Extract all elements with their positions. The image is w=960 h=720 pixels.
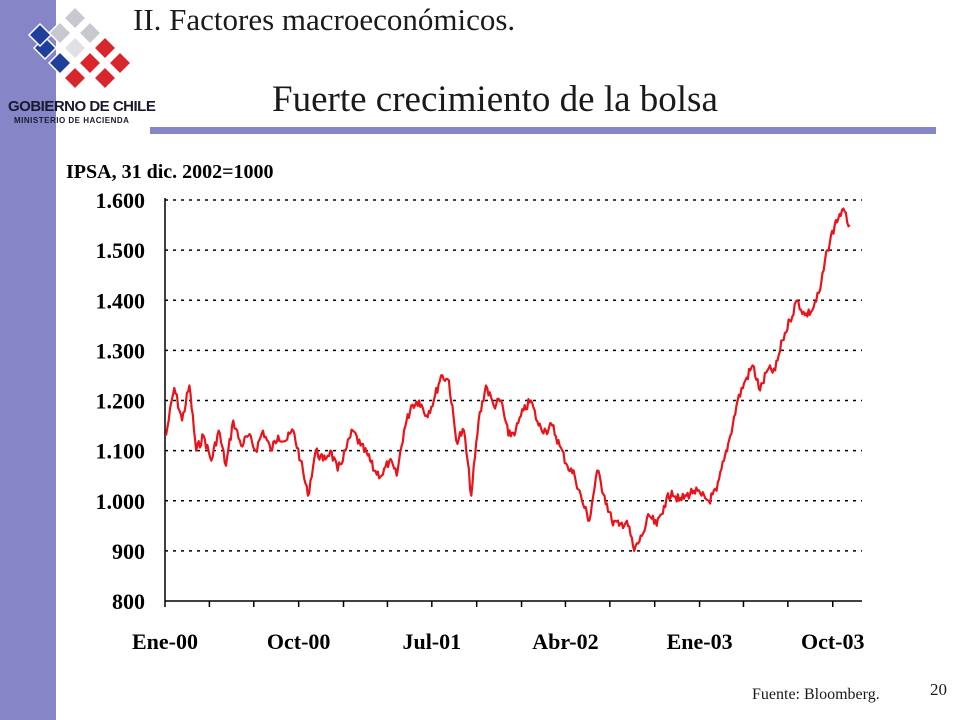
gridlines — [165, 199, 862, 552]
gobierno-de-chile-logo: GOBIERNO DE CHILE MINISTERIO DE HACIENDA — [0, 0, 170, 135]
axes — [164, 198, 862, 607]
x-tick-label: Abr-02 — [532, 629, 598, 654]
logo-line2: MINISTERIO DE HACIENDA — [14, 116, 130, 125]
y-tick-label: 1.200 — [96, 389, 146, 414]
x-tick-label: Oct-03 — [801, 629, 865, 654]
y-tick-label: 1.000 — [96, 489, 146, 514]
slide-title: Fuerte crecimiento de la bolsa — [272, 79, 718, 120]
section-title: II. Factores macroeconómicos. — [133, 2, 516, 37]
y-tick-label: 900 — [112, 539, 145, 564]
logo-tile — [92, 65, 118, 91]
x-tick-labels: Ene-00 Oct-00 Jul-01 Abr-02 Ene-03 Oct-03 — [132, 629, 865, 654]
y-tick-label: 1.100 — [96, 439, 146, 464]
y-tick-label: 1.500 — [96, 238, 146, 263]
y-tick-labels: 800 900 1.000 1.100 1.200 1.300 1.400 1.500 1.60… — [96, 188, 146, 614]
y-tick-label: 800 — [112, 589, 145, 614]
logo-tile — [62, 65, 88, 91]
logo-tile — [92, 35, 118, 61]
logo-line1: GOBIERNO DE CHILE — [8, 98, 156, 115]
title-underline — [150, 127, 936, 134]
source-note: Fuente: Bloomberg. — [752, 686, 880, 703]
ipsa-series-line — [164, 207, 851, 552]
series-layer — [164, 207, 851, 552]
y-tick-label: 1.300 — [96, 338, 146, 363]
y-tick-label: 1.400 — [96, 288, 146, 313]
logo-tile — [77, 50, 103, 76]
left-accent-band — [0, 0, 56, 720]
logo-tile — [47, 50, 73, 76]
y-tick-label: 1.600 — [96, 188, 146, 213]
x-tick-label: Ene-03 — [667, 629, 733, 654]
logo-tile — [77, 20, 103, 46]
page-number: 20 — [930, 680, 947, 699]
logo-emblem — [27, 5, 133, 91]
x-tick-label: Oct-00 — [267, 629, 331, 654]
logo-tile — [62, 5, 88, 31]
x-tick-label: Jul-01 — [402, 629, 461, 654]
logo-tile — [107, 50, 133, 76]
logo-tile — [62, 35, 88, 61]
x-tick-label: Ene-00 — [132, 629, 198, 654]
logo-tile — [47, 20, 73, 46]
y-axis-label: IPSA, 31 dic. 2002=1000 — [66, 161, 274, 183]
logo-tile — [27, 22, 53, 48]
